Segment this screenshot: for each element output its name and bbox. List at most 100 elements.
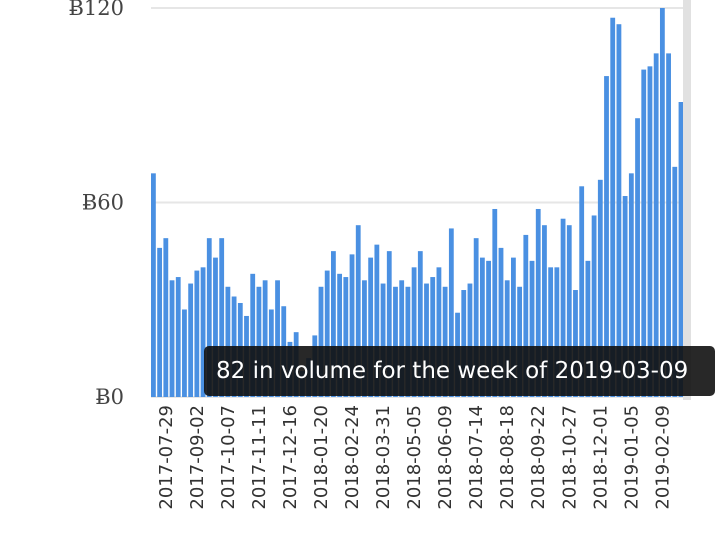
bar[interactable] [560, 218, 566, 397]
bar[interactable] [163, 238, 169, 397]
scrollbar[interactable] [683, 0, 691, 400]
bar[interactable] [157, 247, 163, 397]
bar[interactable] [641, 69, 647, 397]
bar[interactable] [355, 225, 361, 397]
bar[interactable] [467, 283, 473, 397]
bar[interactable] [529, 260, 535, 397]
bar[interactable] [448, 228, 454, 397]
bar[interactable] [380, 283, 386, 397]
y-tick-label: Ƀ120 [68, 0, 124, 20]
bar[interactable] [417, 251, 423, 398]
bar[interactable] [188, 283, 194, 397]
bar[interactable] [473, 238, 479, 397]
bar[interactable] [250, 273, 256, 397]
x-tick-label: 2018-05-05 [404, 405, 425, 510]
x-tick-label: 2018-01-20 [311, 405, 332, 510]
x-tick-label: 2019-02-09 [652, 405, 673, 510]
bar[interactable] [151, 173, 156, 397]
bar[interactable] [169, 280, 175, 397]
x-tick-label: 2018-08-18 [497, 405, 518, 510]
bar[interactable] [206, 238, 212, 397]
bar[interactable] [318, 286, 324, 397]
x-tick-label: 2017-09-02 [187, 405, 208, 510]
bar[interactable] [213, 257, 218, 397]
bar[interactable] [182, 309, 187, 397]
bar[interactable] [678, 102, 684, 397]
bar[interactable] [498, 247, 504, 397]
bar[interactable] [349, 254, 355, 397]
bar[interactable] [399, 280, 405, 397]
bar[interactable] [461, 290, 467, 397]
x-tick-label: 2018-10-27 [559, 405, 580, 510]
bar[interactable] [486, 260, 491, 397]
bar[interactable] [368, 257, 374, 397]
bar[interactable] [504, 280, 510, 397]
bar[interactable] [523, 234, 529, 397]
x-tick-label: 2017-12-16 [280, 405, 301, 510]
bar[interactable] [424, 283, 429, 397]
bar[interactable] [479, 257, 485, 397]
bar[interactable] [175, 277, 181, 397]
bar[interactable] [275, 280, 280, 397]
x-tick-label: 2018-09-22 [528, 405, 549, 510]
bar[interactable] [374, 244, 380, 397]
bar-series [151, 8, 690, 398]
bar[interactable] [362, 280, 367, 397]
bar[interactable] [535, 208, 541, 397]
y-axis: Ƀ0 Ƀ60 Ƀ120 [68, 0, 124, 409]
x-tick-label: 2018-12-01 [590, 405, 611, 510]
bar[interactable] [430, 277, 436, 397]
bar[interactable] [616, 24, 622, 398]
bar[interactable] [573, 290, 578, 397]
x-tick-label: 2017-10-07 [218, 405, 239, 510]
bar[interactable] [610, 17, 616, 397]
x-tick-label: 2018-07-14 [466, 405, 487, 510]
bar[interactable] [405, 286, 411, 397]
x-tick-label: 2019-01-05 [621, 405, 642, 510]
bar[interactable] [256, 286, 262, 397]
x-axis: 2017-07-29 2017-09-02 2017-10-07 2017-11-11… [156, 405, 674, 510]
y-tick-label: Ƀ0 [95, 385, 124, 409]
bar[interactable] [511, 257, 516, 397]
x-tick-label: 2017-11-11 [249, 405, 270, 510]
bar[interactable] [442, 286, 448, 397]
bar[interactable] [659, 8, 665, 397]
bar[interactable] [492, 208, 498, 397]
chart-tooltip: 82 in volume for the week of 2019-03-09 [204, 346, 715, 396]
bar[interactable] [194, 270, 200, 397]
bar[interactable] [622, 196, 628, 397]
bar[interactable] [647, 66, 653, 397]
bar[interactable] [262, 280, 268, 397]
bar[interactable] [542, 225, 547, 397]
bar[interactable] [393, 286, 398, 397]
bar[interactable] [635, 118, 640, 397]
bar[interactable] [672, 166, 678, 397]
bar[interactable] [579, 186, 585, 397]
bar[interactable] [666, 53, 671, 397]
x-tick-label: 2018-06-09 [435, 405, 456, 510]
bar[interactable] [566, 225, 572, 397]
bar[interactable] [343, 277, 349, 397]
bar[interactable] [324, 270, 330, 397]
bar[interactable] [628, 173, 634, 397]
bar[interactable] [517, 286, 523, 397]
bar[interactable] [386, 251, 392, 398]
bar[interactable] [585, 260, 591, 397]
bar[interactable] [436, 267, 442, 397]
bar[interactable] [591, 215, 597, 397]
x-tick-label: 2017-07-29 [156, 405, 177, 510]
y-tick-label: Ƀ60 [82, 191, 124, 215]
bar[interactable] [219, 238, 225, 397]
bar[interactable] [411, 267, 417, 397]
bar[interactable] [597, 179, 603, 397]
bar[interactable] [653, 53, 659, 397]
bar[interactable] [604, 76, 609, 397]
bar[interactable] [331, 251, 336, 398]
bar[interactable] [337, 273, 343, 397]
bar[interactable] [548, 267, 554, 397]
x-tick-label: 2018-02-24 [342, 405, 363, 510]
bar[interactable] [200, 267, 206, 397]
bar[interactable] [225, 286, 231, 397]
bar[interactable] [554, 267, 560, 397]
